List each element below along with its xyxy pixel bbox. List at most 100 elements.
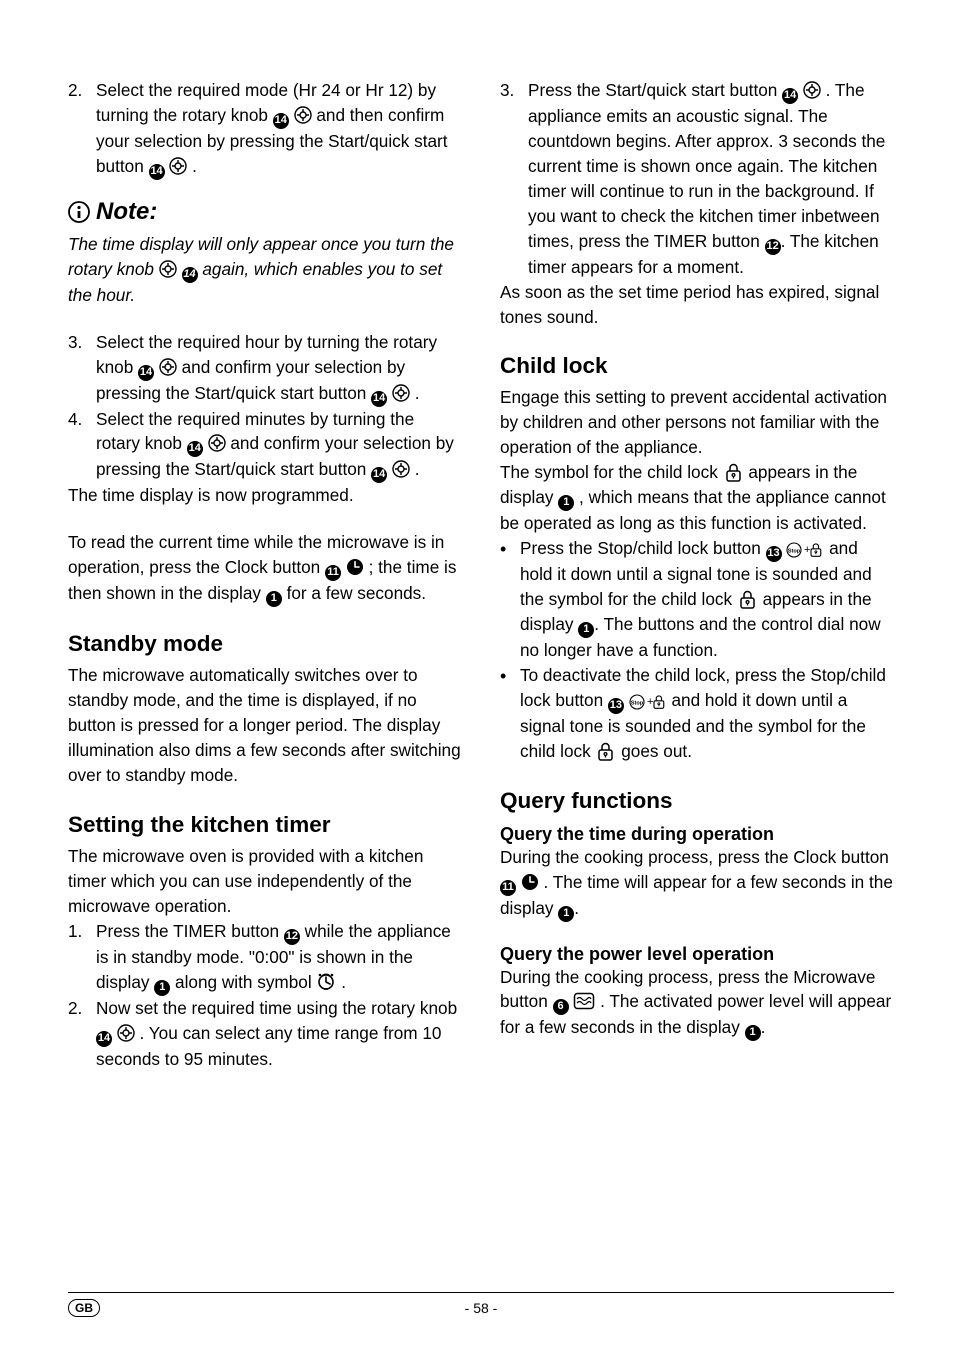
ref-badge: 14 bbox=[182, 267, 198, 283]
ref-badge: 14 bbox=[782, 88, 798, 104]
list-item: To deactivate the child lock, press the … bbox=[500, 663, 894, 764]
ref-badge: 14 bbox=[371, 467, 387, 483]
clock-icon bbox=[521, 873, 539, 891]
footer: GB - 58 - bbox=[68, 1299, 894, 1317]
text: . The appliance emits an acoustic signal… bbox=[528, 80, 885, 251]
knob-icon bbox=[169, 157, 187, 175]
step-number: 1. bbox=[68, 919, 96, 996]
knob-icon bbox=[392, 460, 410, 478]
ref-badge: 1 bbox=[558, 495, 574, 511]
step-body: Select the required hour by turning the … bbox=[96, 330, 462, 407]
list-item: 2. Now set the required time using the r… bbox=[68, 996, 462, 1072]
text: Press the TIMER button bbox=[96, 921, 284, 941]
list-cl: Press the Stop/child lock button 13 and … bbox=[500, 536, 894, 764]
list-item: 3. Select the required hour by turning t… bbox=[68, 330, 462, 407]
list-item: 3. Press the Start/quick start button 14… bbox=[500, 78, 894, 280]
knob-icon bbox=[208, 434, 226, 452]
text: The symbol for the child lock bbox=[500, 462, 723, 482]
text: goes out. bbox=[621, 741, 692, 761]
stop-lock-icon bbox=[629, 694, 667, 710]
ref-badge: 1 bbox=[154, 980, 170, 996]
ref-badge: 14 bbox=[371, 391, 387, 407]
step-body: Press the Start/quick start button 14 . … bbox=[528, 78, 894, 280]
ref-badge: 14 bbox=[149, 164, 165, 180]
text: for a few seconds. bbox=[282, 583, 426, 603]
knob-icon bbox=[392, 384, 410, 402]
ref-badge: 14 bbox=[273, 113, 289, 129]
step-number: 4. bbox=[68, 407, 96, 484]
ref-badge: 1 bbox=[558, 906, 574, 922]
sub-heading: Query the time during operation bbox=[500, 824, 894, 845]
bell-icon bbox=[316, 972, 336, 992]
text: . bbox=[574, 898, 579, 918]
ref-badge: 11 bbox=[500, 880, 516, 896]
text: Press the Stop/child lock button bbox=[520, 538, 766, 558]
note-body: The time display will only appear once y… bbox=[68, 232, 462, 308]
list-item: 4. Select the required minutes by turnin… bbox=[68, 407, 462, 484]
language-badge: GB bbox=[68, 1299, 100, 1317]
ref-badge: 1 bbox=[578, 622, 594, 638]
paragraph: During the cooking process, press the Cl… bbox=[500, 845, 894, 922]
knob-icon bbox=[803, 81, 821, 99]
section-heading: Setting the kitchen timer bbox=[68, 812, 462, 838]
columns: 2. Select the required mode (Hr 24 or Hr… bbox=[68, 78, 894, 1071]
step-body: Now set the required time using the rota… bbox=[96, 996, 462, 1072]
step-number: 2. bbox=[68, 996, 96, 1072]
text: Note: bbox=[96, 198, 157, 226]
paragraph: Engage this setting to prevent accidenta… bbox=[500, 385, 894, 460]
list-kt: 1. Press the TIMER button 12 while the a… bbox=[68, 919, 462, 1072]
ref-badge: 14 bbox=[138, 365, 154, 381]
lock-icon bbox=[595, 741, 616, 762]
sub-heading: Query the power level operation bbox=[500, 944, 894, 965]
page: 2. Select the required mode (Hr 24 or Hr… bbox=[0, 0, 954, 1355]
right-column: 3. Press the Start/quick start button 14… bbox=[500, 78, 894, 1071]
ref-badge: 12 bbox=[765, 239, 781, 255]
paragraph: The symbol for the child lock appears in… bbox=[500, 460, 894, 536]
step-number: 2. bbox=[68, 78, 96, 180]
ref-badge: 1 bbox=[745, 1025, 761, 1041]
list-item: Press the Stop/child lock button 13 and … bbox=[500, 536, 894, 663]
list-mid: 3. Select the required hour by turning t… bbox=[68, 330, 462, 484]
ref-badge: 6 bbox=[553, 999, 569, 1015]
list-item: 1. Press the TIMER button 12 while the a… bbox=[68, 919, 462, 996]
left-column: 2. Select the required mode (Hr 24 or Hr… bbox=[68, 78, 462, 1071]
knob-icon bbox=[159, 358, 177, 376]
section-heading: Child lock bbox=[500, 353, 894, 379]
step-body: Select the required mode (Hr 24 or Hr 12… bbox=[96, 78, 462, 180]
knob-icon bbox=[117, 1024, 135, 1042]
ref-badge: 11 bbox=[325, 565, 341, 581]
text: . bbox=[187, 156, 197, 176]
bullet-body: To deactivate the child lock, press the … bbox=[520, 663, 894, 764]
lock-icon bbox=[723, 462, 744, 483]
ref-badge: 13 bbox=[766, 546, 782, 562]
ref-badge: 12 bbox=[284, 929, 300, 945]
ref-badge: 13 bbox=[608, 698, 624, 714]
knob-icon bbox=[294, 106, 312, 124]
section-heading: Query functions bbox=[500, 788, 894, 814]
list-r1: 3. Press the Start/quick start button 14… bbox=[500, 78, 894, 280]
microwave-icon bbox=[573, 991, 595, 1011]
paragraph: During the cooking process, press the Mi… bbox=[500, 965, 894, 1042]
ref-badge: 1 bbox=[266, 591, 282, 607]
step-body: Select the required minutes by turning t… bbox=[96, 407, 462, 484]
paragraph: The microwave oven is provided with a ki… bbox=[68, 844, 462, 919]
page-number: - 58 - bbox=[465, 1300, 498, 1316]
text: Press the Start/quick start button bbox=[528, 80, 782, 100]
text: . bbox=[761, 1017, 766, 1037]
text: . The activated power level will appear … bbox=[500, 991, 891, 1037]
list-top: 2. Select the required mode (Hr 24 or Hr… bbox=[68, 78, 462, 180]
step-number: 3. bbox=[68, 330, 96, 407]
ref-badge: 14 bbox=[96, 1031, 112, 1047]
knob-icon bbox=[159, 260, 177, 278]
lock-icon bbox=[737, 589, 758, 610]
info-icon bbox=[68, 201, 90, 223]
text: . bbox=[410, 383, 420, 403]
text: Now set the required time using the rota… bbox=[96, 998, 457, 1018]
text: During the cooking process, press the Cl… bbox=[500, 847, 889, 867]
text: . bbox=[336, 972, 346, 992]
list-item: 2. Select the required mode (Hr 24 or Hr… bbox=[68, 78, 462, 180]
paragraph: To read the current time while the micro… bbox=[68, 530, 462, 607]
section-heading: Standby mode bbox=[68, 631, 462, 657]
ref-badge: 14 bbox=[187, 441, 203, 457]
text: along with symbol bbox=[170, 972, 316, 992]
